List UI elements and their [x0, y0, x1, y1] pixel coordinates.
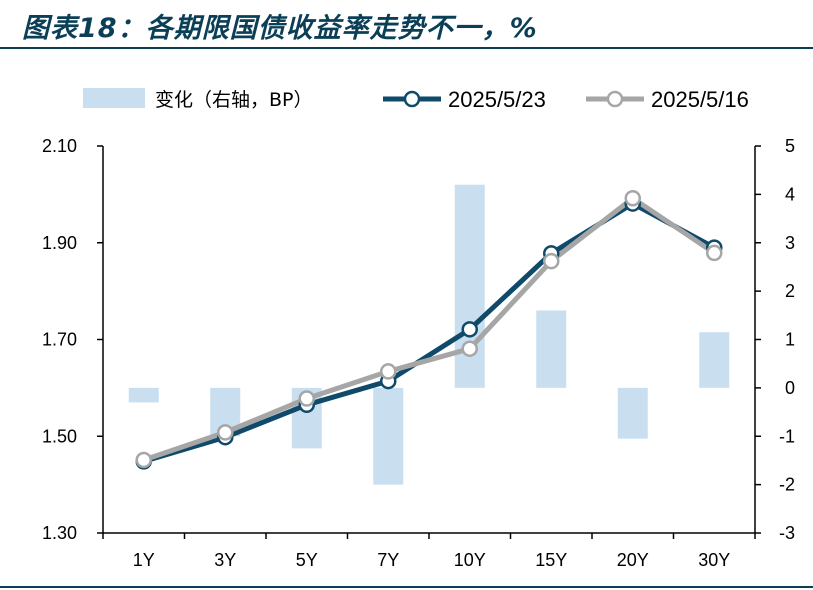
left-tick-label: 1.30	[42, 523, 77, 543]
x-tick-label: 20Y	[617, 550, 649, 570]
bar-15Y	[536, 310, 567, 388]
legend-swatch-marker	[403, 90, 421, 108]
line-series	[135, 189, 723, 470]
right-tick-label: -1	[779, 426, 795, 446]
right-tick-label: 0	[785, 378, 795, 398]
right-tick-label: -2	[779, 475, 795, 495]
x-tick-label: 3Y	[214, 550, 236, 570]
chart-title: 图表18：各期限国债收益率走势不一，%	[22, 13, 538, 44]
right-tick-label: 3	[785, 233, 795, 253]
axes: 1.30 1.50 1.70 1.90 2.10 -3 -2 -1 0 1 2 3 4 5 1Y 3Y 5Y 7Y…	[42, 136, 795, 570]
x-tick-label: 5Y	[296, 550, 318, 570]
point-2025-5-16-7Y	[380, 363, 397, 380]
line-2025-5-16	[142, 195, 716, 463]
legend: 变化（右轴，BP） 2025/5/23 2025/5/16	[83, 87, 749, 112]
right-tick-label: 4	[785, 184, 795, 204]
bottom-divider	[0, 586, 813, 588]
left-tick-label: 1.50	[42, 426, 77, 446]
legend-label-change: 变化（右轴，BP）	[155, 89, 313, 111]
legend-swatch-marker	[606, 90, 624, 108]
point-2025-5-16-5Y	[298, 390, 315, 407]
right-tick-label: 2	[785, 281, 795, 301]
x-tick-label: 10Y	[454, 550, 486, 570]
point-2025-5-16-3Y	[217, 424, 234, 441]
right-tick-label: -3	[779, 523, 795, 543]
left-tick-label: 2.10	[42, 136, 77, 156]
legend-swatch-change	[83, 88, 145, 108]
x-tick-label: 15Y	[535, 550, 567, 570]
point-2025-5-16-1Y	[135, 451, 152, 469]
point-2025-5-16-20Y	[624, 189, 641, 207]
bar-7Y	[373, 387, 404, 485]
point-2025-5-23-10Y	[461, 321, 478, 338]
x-tick-label: 7Y	[377, 550, 399, 570]
x-tick-label: 30Y	[698, 550, 730, 570]
legend-label-2025-5-16: 2025/5/16	[651, 87, 749, 112]
left-tick-label: 1.90	[42, 233, 77, 253]
point-2025-5-16-15Y	[543, 252, 560, 270]
bar-1Y	[128, 387, 159, 403]
right-tick-label: 5	[785, 136, 795, 156]
point-2025-5-16-30Y	[706, 244, 723, 262]
bar-30Y	[699, 332, 730, 388]
point-2025-5-16-10Y	[461, 340, 478, 357]
legend-label-2025-5-23: 2025/5/23	[448, 87, 546, 112]
title-divider	[0, 47, 813, 49]
bar-10Y	[454, 184, 485, 388]
x-tick-label: 1Y	[133, 550, 155, 570]
right-tick-label: 1	[785, 330, 795, 350]
left-tick-label: 1.70	[42, 330, 77, 350]
bar-20Y	[617, 387, 648, 439]
